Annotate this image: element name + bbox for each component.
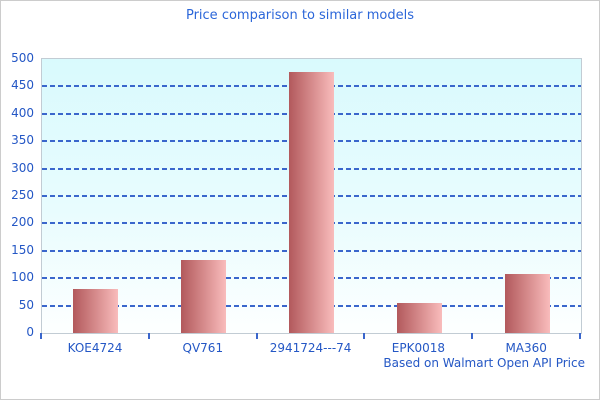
y-axis-label: 350	[11, 133, 34, 148]
x-axis-label: 2941724---74	[269, 341, 352, 355]
bar-2941724---74	[289, 72, 334, 333]
y-axis-label: 400	[11, 105, 34, 120]
y-axis-label: 300	[11, 160, 34, 175]
x-axis-tick	[147, 333, 150, 339]
bar-KOE4724	[73, 289, 119, 333]
y-axis-label: 100	[11, 270, 34, 285]
y-axis-label: 0	[26, 325, 34, 339]
chart-footer: Based on Walmart Open API Price	[383, 356, 585, 370]
x-axis-label: MA360	[505, 341, 547, 355]
x-axis-tick	[363, 333, 366, 339]
x-axis-label: EPK0018	[391, 341, 445, 355]
y-axis-label: 500	[11, 51, 34, 65]
x-axis-tick	[40, 333, 42, 339]
x-axis-tick	[471, 333, 474, 339]
y-axis-label: 150	[11, 242, 34, 257]
y-axis-label: 250	[11, 188, 34, 202]
plot-area	[41, 58, 582, 334]
bar-QV761	[181, 260, 227, 333]
y-axis-label: 200	[11, 215, 34, 230]
x-axis-label: KOE4724	[67, 341, 123, 355]
y-axis-label: 50	[18, 297, 34, 312]
x-axis-tick	[255, 333, 258, 339]
chart-title: Price comparison to similar models	[185, 8, 415, 23]
x-axis-label: QV761	[182, 341, 224, 355]
y-axis-label: 450	[11, 78, 34, 93]
bar-EPK0018	[396, 303, 442, 333]
bar-MA360	[504, 274, 550, 333]
x-axis-tick	[579, 333, 581, 339]
